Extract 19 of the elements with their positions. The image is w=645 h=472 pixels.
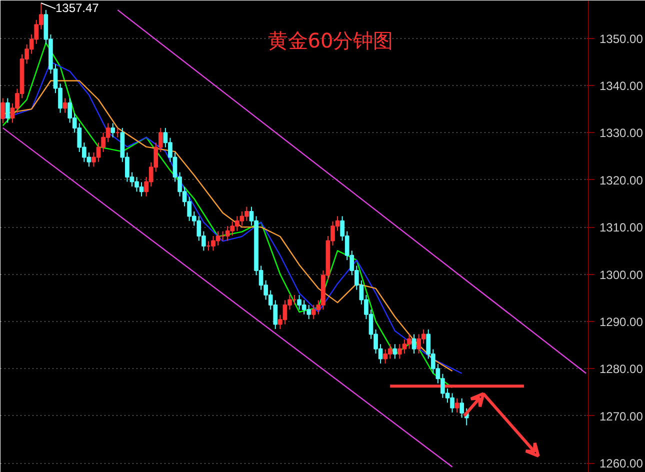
candlestick bbox=[412, 334, 416, 354]
y-tick-label: 1310.00 bbox=[600, 220, 644, 235]
candlestick bbox=[6, 98, 10, 124]
y-tick-label: 1300.00 bbox=[600, 268, 644, 282]
candlestick bbox=[110, 122, 116, 138]
y-tick-label: 1330.00 bbox=[600, 126, 644, 140]
y-tick-label: 1350.00 bbox=[600, 32, 644, 46]
candlestick bbox=[62, 98, 68, 114]
annotation: 1357.47 bbox=[55, 1, 100, 15]
y-tick-label: 1340.00 bbox=[600, 78, 644, 93]
candlestick bbox=[392, 344, 398, 360]
y-tick-label: 1270.00 bbox=[600, 409, 644, 424]
y-tick-label: 1290.00 bbox=[600, 314, 644, 329]
text: 黄金60分钟图 bbox=[268, 28, 394, 52]
y-tick-label: 1320.00 bbox=[600, 173, 644, 188]
candlestick bbox=[0, 98, 6, 124]
y-tick-label: 1280.00 bbox=[600, 362, 644, 376]
candlestick bbox=[454, 398, 460, 414]
y-tick-label: 1260.00 bbox=[600, 456, 644, 471]
